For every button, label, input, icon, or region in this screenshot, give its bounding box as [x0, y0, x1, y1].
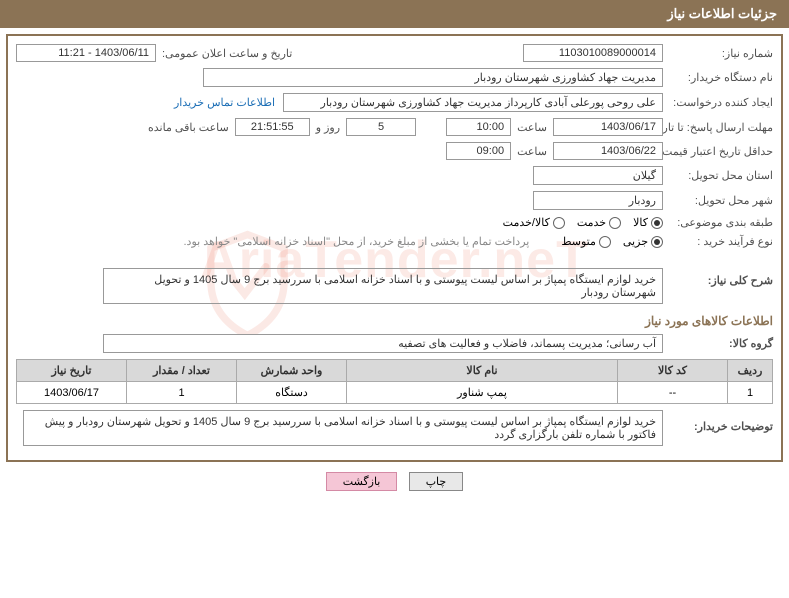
buyer-contact-link[interactable]: اطلاعات تماس خریدار [174, 96, 283, 109]
payment-note: پرداخت تمام یا بخشی از مبلغ خرید، از محل… [184, 235, 550, 248]
need-number-field: 1103010089000014 [523, 44, 663, 62]
buyer-notes-label: توضیحات خریدار: [663, 410, 773, 433]
page-title: جزئیات اطلاعات نیاز [667, 6, 777, 21]
cell-date: 1403/06/17 [17, 382, 127, 404]
cell-qty: 1 [127, 382, 237, 404]
cell-row: 1 [728, 382, 773, 404]
requester-field: علی روحی پورعلی آبادی کارپرداز مدیریت جه… [283, 93, 663, 112]
process-label: نوع فرآیند خرید : [663, 235, 773, 248]
radio-both[interactable]: کالا/خدمت [503, 216, 565, 229]
days-count-field: 5 [346, 118, 416, 136]
radio-partial-label: جزیی [623, 235, 648, 248]
radio-icon [651, 236, 663, 248]
radio-goods[interactable]: کالا [633, 216, 663, 229]
buttons-row: چاپ بازگشت [0, 472, 789, 491]
table-row: 1 -- پمپ شناور دستگاه 1 1403/06/17 [17, 382, 773, 404]
th-row: ردیف [728, 360, 773, 382]
announce-datetime-label: تاریخ و ساعت اعلان عمومی: [156, 47, 292, 60]
goods-group-label: گروه کالا: [663, 337, 773, 350]
remaining-label: ساعت باقی مانده [142, 121, 235, 134]
delivery-city-label: شهر محل تحویل: [663, 194, 773, 207]
price-validity-date-field: 1403/06/22 [553, 142, 663, 160]
category-label: طبقه بندی موضوعی: [663, 216, 773, 229]
cell-code: -- [618, 382, 728, 404]
page-title-bar: جزئیات اطلاعات نیاز [0, 0, 789, 28]
th-date: تاریخ نیاز [17, 360, 127, 382]
delivery-city-field: رودبار [533, 191, 663, 210]
back-button[interactable]: بازگشت [326, 472, 398, 491]
goods-group-field: آب رسانی؛ مدیریت پسماند، فاضلاب و فعالیت… [103, 334, 663, 353]
radio-icon [553, 217, 565, 229]
price-validity-label: حداقل تاریخ اعتبار قیمت: تا تاریخ: [663, 145, 773, 158]
buyer-org-label: نام دستگاه خریدار: [663, 71, 773, 84]
items-table: ردیف کد کالا نام کالا واحد شمارش تعداد /… [16, 359, 773, 404]
radio-service[interactable]: خدمت [577, 216, 621, 229]
radio-both-label: کالا/خدمت [503, 216, 550, 229]
cell-name: پمپ شناور [347, 382, 618, 404]
radio-partial[interactable]: جزیی [623, 235, 663, 248]
th-code: کد کالا [618, 360, 728, 382]
price-validity-time-field: 09:00 [446, 142, 511, 160]
response-time-field: 10:00 [446, 118, 511, 136]
delivery-province-field: گیلان [533, 166, 663, 185]
delivery-province-label: استان محل تحویل: [663, 169, 773, 182]
th-unit: واحد شمارش [237, 360, 347, 382]
radio-icon [651, 217, 663, 229]
buyer-notes-field: خرید لوازم ایستگاه پمپاژ بر اساس لیست پی… [23, 410, 663, 446]
general-desc-label: شرح کلی نیاز: [663, 268, 773, 287]
response-deadline-label: مهلت ارسال پاسخ: تا تاریخ: [663, 121, 773, 134]
main-panel: شماره نیاز: 1103010089000014 تاریخ و ساع… [6, 34, 783, 462]
radio-goods-label: کالا [633, 216, 648, 229]
time-label-2: ساعت [511, 145, 553, 158]
radio-icon [609, 217, 621, 229]
print-button[interactable]: چاپ [409, 472, 464, 491]
time-label-1: ساعت [511, 121, 553, 134]
radio-icon [599, 236, 611, 248]
cell-unit: دستگاه [237, 382, 347, 404]
response-date-field: 1403/06/17 [553, 118, 663, 136]
radio-medium[interactable]: متوسط [561, 235, 611, 248]
buyer-org-field: مدیریت جهاد کشاورزی شهرستان رودبار [203, 68, 663, 87]
days-and-label: روز و [310, 121, 346, 134]
radio-service-label: خدمت [577, 216, 606, 229]
need-number-label: شماره نیاز: [663, 47, 773, 60]
items-section-title: اطلاعات کالاهای مورد نیاز [16, 314, 773, 328]
countdown-field: 21:51:55 [235, 118, 310, 136]
requester-label: ایجاد کننده درخواست: [663, 96, 773, 109]
announce-datetime-field: 1403/06/11 - 11:21 [16, 44, 156, 62]
general-desc-field: خرید لوازم ایستگاه پمپاژ بر اساس لیست پی… [103, 268, 663, 304]
th-qty: تعداد / مقدار [127, 360, 237, 382]
radio-medium-label: متوسط [561, 235, 596, 248]
th-name: نام کالا [347, 360, 618, 382]
